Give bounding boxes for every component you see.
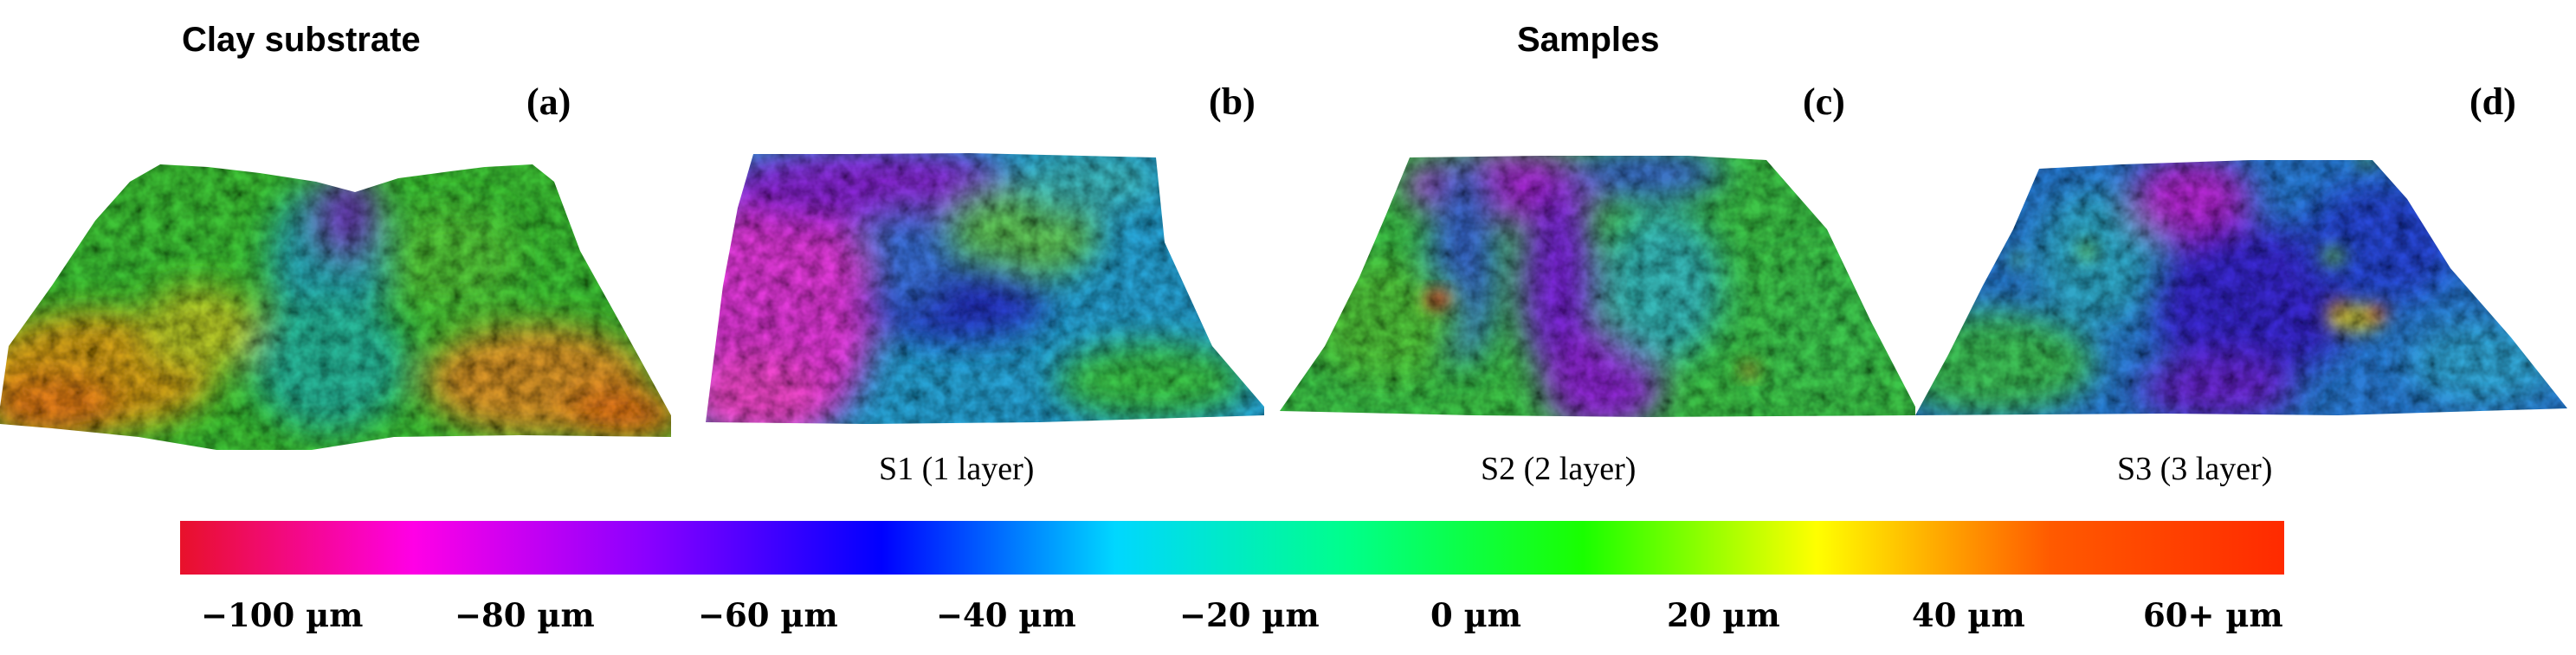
s2-surface [1280, 156, 1915, 417]
samples-header: Samples [1517, 21, 1660, 59]
clay-substrate-header: Clay substrate [182, 21, 421, 59]
panel-label-b: (b) [1209, 80, 1256, 123]
colorbar-tick: −40 µm [936, 596, 1076, 634]
panel-label-d: (d) [2469, 80, 2516, 123]
colorbar-tick: 60+ µm [2143, 596, 2283, 634]
colorbar-tick: −80 µm [455, 596, 595, 634]
colorbar-tick: 0 µm [1430, 596, 1521, 634]
s1-surface [706, 153, 1264, 424]
panel-label-a: (a) [526, 80, 571, 123]
s3-surface [1915, 160, 2567, 415]
panel-label-c: (c) [1803, 80, 1845, 123]
caption-s3: S3 (3 layer) [2117, 451, 2273, 487]
caption-s2: S2 (2 layer) [1481, 451, 1637, 487]
colorbar-tick: −100 µm [201, 596, 364, 634]
clay-substrate-surface [0, 164, 671, 450]
colorbar-tick: −20 µm [1179, 596, 1320, 634]
caption-s1: S1 (1 layer) [879, 451, 1035, 487]
colorbar-tick: 20 µm [1667, 596, 1780, 634]
colorbar-tick: −60 µm [698, 596, 838, 634]
colorbar-tick: 40 µm [1912, 596, 2025, 634]
color-scale-bar [180, 521, 2284, 575]
